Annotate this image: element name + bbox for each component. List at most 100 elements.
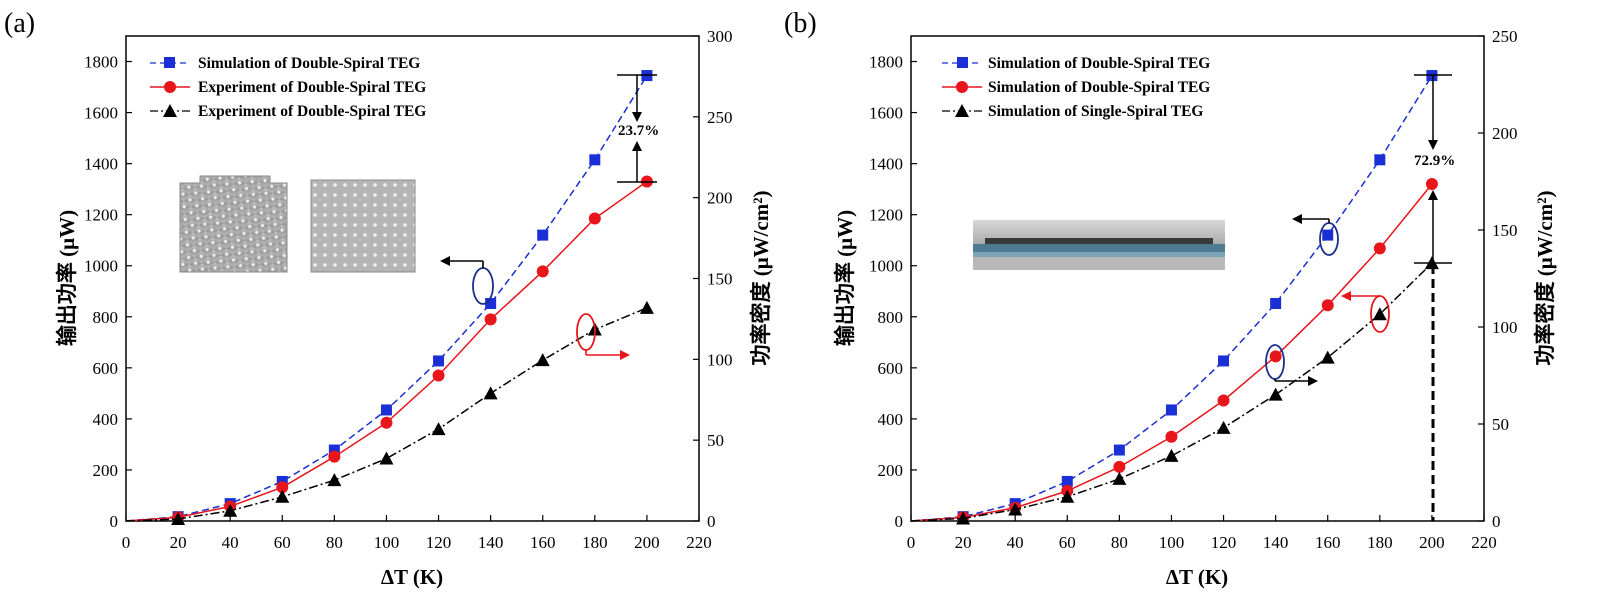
data-point-circle (1321, 299, 1334, 312)
data-point-square (589, 154, 601, 166)
legend-marker-circle-b (956, 81, 968, 93)
data-point-square (1061, 475, 1073, 487)
data-point-square (485, 298, 497, 310)
data-point-square (380, 404, 392, 416)
x-tick-label: 220 (1471, 533, 1497, 552)
x-tick-label: 160 (1315, 533, 1341, 552)
y2-tick-label: 50 (1492, 415, 1509, 434)
legend-marker-circle (164, 81, 176, 93)
data-point-triangle (535, 353, 550, 367)
y2-tick-label: 100 (1492, 318, 1518, 337)
legend-label-sim-double: Simulation of Double-Spiral TEG (198, 55, 420, 72)
gap-annotation-a: 23.7% (617, 74, 659, 183)
y-tick-label: 200 (878, 461, 904, 480)
y-tick-label: 1000 (84, 257, 118, 276)
y2-axis-label-b: 功率密度 (μW/cm²) (1533, 190, 1557, 365)
y2-tick-label: 250 (707, 108, 733, 127)
data-point-circle (1113, 460, 1126, 473)
y-tick-label: 1600 (869, 104, 903, 123)
data-point-circle (484, 313, 497, 326)
y-tick-label: 400 (93, 410, 119, 429)
x-tick-label: 180 (582, 533, 608, 552)
data-point-triangle (1268, 387, 1283, 401)
legend-label-exp-double-2: Experiment of Double-Spiral TEG (198, 103, 426, 120)
y-tick-label: 800 (878, 308, 904, 327)
data-point-circle (588, 212, 601, 225)
x-tick-label: 220 (686, 533, 712, 552)
x-axis-label-b: ΔT (K) (1166, 565, 1228, 589)
data-point-circle (1217, 394, 1230, 407)
legend-marker-triangle (163, 104, 177, 117)
data-point-triangle (1008, 502, 1023, 516)
data-point-square (1374, 154, 1386, 166)
y-axis-label-b: 输出功率 (μW) (833, 210, 857, 346)
data-point-circle (536, 265, 549, 278)
panel-label-a: (a) (4, 8, 35, 39)
data-point-square (1165, 404, 1177, 416)
data-point-triangle (1216, 420, 1231, 434)
y-tick-label: 600 (93, 359, 119, 378)
data-point-circle (328, 450, 341, 463)
y-tick-label: 1200 (869, 206, 903, 225)
legend-a: Simulation of Double-Spiral TEG Experime… (150, 55, 426, 120)
axis-indicator-right-b (1265, 344, 1318, 386)
legend-label-sim-double-b2: Simulation of Double-Spiral TEG (988, 79, 1210, 96)
y-tick-label: 0 (110, 512, 119, 531)
axis-indicator-left-a (440, 256, 494, 305)
data-point-triangle (1372, 307, 1387, 321)
y2-tick-label: 150 (707, 270, 733, 289)
panel-b: (b) 0 20 40 60 80 100 120 140 160 180 200 220 0 200 40… (784, 8, 1557, 589)
data-point-triangle (275, 489, 290, 503)
x-tick-label: 120 (1211, 533, 1237, 552)
x-tick-label: 200 (1419, 533, 1445, 552)
legend-label-sim-double-b: Simulation of Double-Spiral TEG (988, 55, 1210, 72)
y-tick-label: 1800 (84, 53, 118, 72)
legend-marker-triangle-b (955, 104, 969, 117)
y-tick-label: 1000 (869, 257, 903, 276)
gap-annotation-b: 72.9% (1414, 74, 1455, 264)
y2-tick-label: 100 (707, 350, 733, 369)
plot-frame-b (910, 35, 1485, 522)
y2-tick-label: 250 (1492, 27, 1518, 46)
y2-tick-label: 0 (1492, 512, 1501, 531)
y2-tick-label: 0 (707, 512, 716, 531)
y-tick-label: 1200 (84, 206, 118, 225)
data-point-triangle (483, 386, 498, 400)
data-point-square (1270, 298, 1282, 310)
x-tick-label: 20 (170, 533, 187, 552)
x-tick-label: 20 (955, 533, 972, 552)
y2-tick-label: 150 (1492, 221, 1518, 240)
data-point-triangle (223, 503, 238, 517)
y2-tick-label: 200 (707, 189, 733, 208)
gap-percent-a: 23.7% (618, 123, 659, 139)
data-point-square (537, 229, 549, 241)
y-tick-label: 0 (895, 512, 904, 531)
data-point-circle (1373, 242, 1386, 255)
data-point-triangle (379, 451, 394, 465)
legend-label-exp-double: Experiment of Double-Spiral TEG (198, 79, 426, 96)
panel-a: (a) 0 20 40 60 80 100 120 140 160 180 200 220 0 200 40… (4, 8, 773, 589)
data-point-square (1113, 444, 1125, 456)
x-tick-label: 60 (1059, 533, 1076, 552)
x-tick-label: 200 (634, 533, 660, 552)
data-point-triangle (639, 300, 654, 314)
data-point-circle (432, 369, 445, 382)
data-point-triangle (171, 511, 186, 525)
x-tick-label: 80 (1111, 533, 1128, 552)
y-tick-label: 1400 (84, 155, 118, 174)
data-point-square (433, 355, 445, 367)
series-line-a-2 (125, 307, 648, 522)
axis-indicator-left-b-red (1341, 291, 1390, 333)
x-tick-label: 60 (274, 533, 291, 552)
y-tick-label: 600 (878, 359, 904, 378)
legend-marker-square-b (957, 57, 968, 68)
data-point-triangle (956, 511, 971, 525)
data-point-triangle (1320, 350, 1335, 364)
x-tick-label: 0 (907, 533, 916, 552)
y-tick-label: 400 (878, 410, 904, 429)
x-axis-label-a: ΔT (K) (381, 565, 443, 589)
data-point-triangle (1060, 489, 1075, 503)
x-tick-label: 140 (478, 533, 504, 552)
y-tick-label: 200 (93, 461, 119, 480)
data-point-triangle (327, 473, 342, 487)
